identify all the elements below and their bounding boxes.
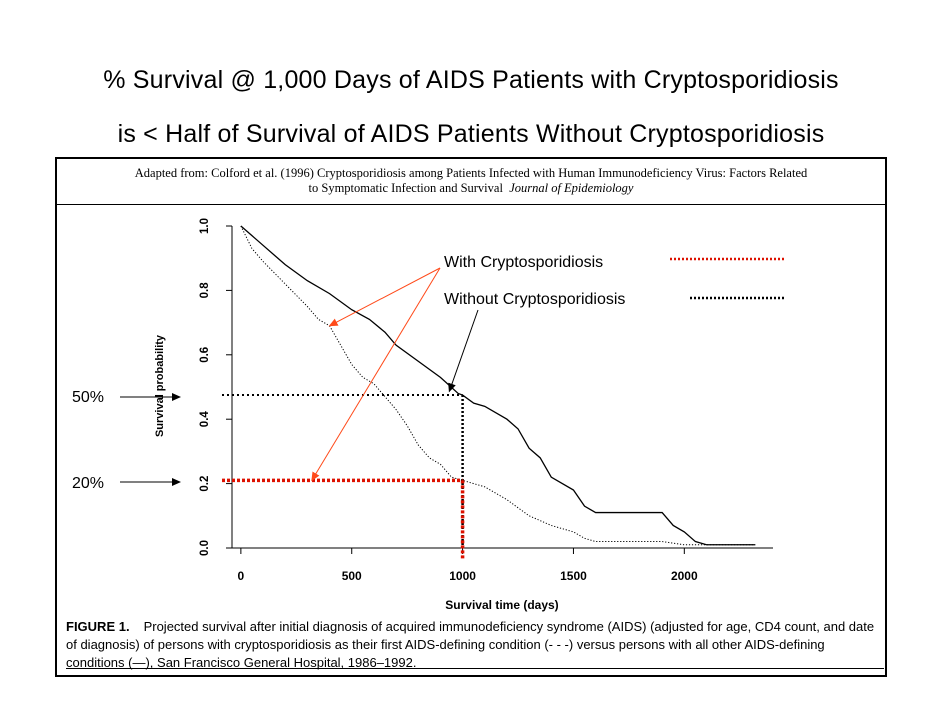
x-tick-label: 1000 bbox=[449, 569, 476, 583]
series-without-cryptosporidiosis bbox=[240, 225, 756, 546]
x-tick-label: 500 bbox=[342, 569, 362, 583]
source-journal: Journal of Epidemiology bbox=[509, 181, 634, 195]
y-tick-label: 0.4 bbox=[199, 411, 211, 428]
source-line2: to Symptomatic Infection and Survival bbox=[308, 181, 503, 195]
arrow-with-crypto-1 bbox=[328, 267, 441, 327]
legend-without-label: Without Cryptosporidiosis bbox=[444, 291, 625, 308]
y-tick-label: 0.2 bbox=[199, 476, 211, 492]
legend-with-label: With Cryptosporidiosis bbox=[444, 254, 603, 271]
label-20-percent: 20% bbox=[72, 475, 104, 492]
arrow-without-crypto bbox=[448, 309, 479, 393]
x-tick-label: 1500 bbox=[560, 569, 587, 583]
slide-title-line1: % Survival @ 1,000 Days of AIDS Patients… bbox=[103, 66, 839, 94]
x-tick-label: 0 bbox=[238, 569, 245, 583]
caption-divider bbox=[66, 668, 884, 669]
figure-caption-text: Projected survival after initial diagnos… bbox=[66, 619, 875, 670]
y-tick-label: 0.0 bbox=[199, 540, 211, 556]
figure-frame: Adapted from: Colford et al. (1996) Cryp… bbox=[55, 157, 887, 677]
figure-label: FIGURE 1. bbox=[66, 619, 130, 634]
x-axis-title: Survival time (days) bbox=[445, 598, 558, 612]
series-with-cryptosporidiosis bbox=[240, 225, 756, 546]
source-line1: Adapted from: Colford et al. (1996) Cryp… bbox=[134, 166, 808, 180]
x-tick-label: 2000 bbox=[671, 569, 698, 583]
figure-caption: FIGURE 1. Projected survival after initia… bbox=[66, 618, 886, 672]
y-tick-label: 0.6 bbox=[199, 347, 211, 363]
y-tick-label: 1.0 bbox=[199, 218, 211, 234]
slide-title-line2: is < Half of Survival of AIDS Patients W… bbox=[117, 120, 825, 148]
y-tick-label: 0.8 bbox=[199, 282, 211, 299]
source-divider bbox=[57, 204, 885, 205]
arrow-with-crypto-2 bbox=[311, 267, 441, 482]
y-axis-title: Survival probability bbox=[154, 334, 166, 437]
label-50-percent: 50% bbox=[72, 389, 104, 406]
source-citation: Adapted from: Colford et al. (1996) Cryp… bbox=[57, 166, 885, 196]
